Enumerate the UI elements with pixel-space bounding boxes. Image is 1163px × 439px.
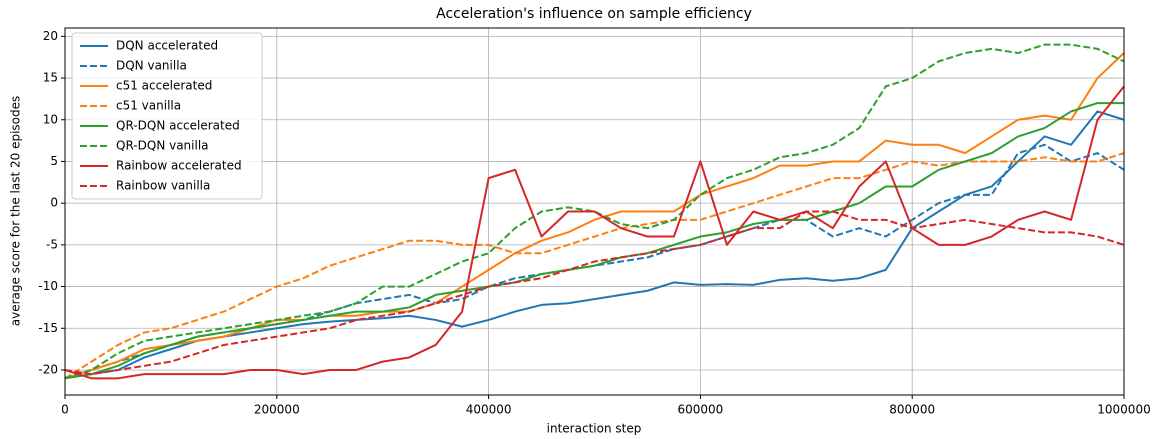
y-tick-label: -15 (38, 321, 58, 335)
y-tick-label: 0 (50, 196, 58, 210)
legend-label: QR-DQN accelerated (116, 119, 240, 133)
x-tick-label: 400000 (466, 403, 512, 417)
legend-label: DQN vanilla (116, 59, 187, 73)
plot-frame (64, 27, 1125, 396)
series-line (64, 52, 1125, 380)
legend-label: c51 vanilla (116, 99, 181, 113)
legend-label: QR-DQN vanilla (116, 139, 209, 153)
y-tick-label: 20 (43, 29, 58, 43)
series-line (64, 152, 1125, 380)
x-axis-label: interaction step (547, 422, 642, 436)
series-line (64, 85, 1125, 380)
x-tick-label: 1000000 (1097, 403, 1150, 417)
series-line (64, 110, 1125, 380)
legend-box (71, 32, 263, 200)
series-line (64, 43, 1125, 380)
x-tick-label: 200000 (254, 403, 300, 417)
legend-label: Rainbow accelerated (116, 159, 242, 173)
series-line (64, 102, 1124, 380)
y-tick-label: -20 (38, 362, 58, 376)
x-tick-label: 800000 (889, 403, 935, 417)
chart-title: Acceleration's influence on sample effic… (436, 6, 752, 22)
y-axis-label: average score for the last 20 episodes (9, 96, 23, 327)
legend-label: Rainbow vanilla (116, 179, 210, 193)
x-tick-label: 600000 (677, 403, 723, 417)
legend-label: DQN accelerated (116, 39, 218, 53)
y-tick-label: -5 (46, 237, 58, 251)
x-tick-label: 0 (61, 403, 69, 417)
y-tick-label: 15 (43, 71, 58, 85)
series-line (64, 210, 1125, 376)
y-tick-label: -10 (38, 279, 58, 293)
y-tick-label: 5 (50, 154, 58, 168)
legend-label: c51 accelerated (116, 79, 212, 93)
y-tick-label: 10 (43, 112, 58, 126)
